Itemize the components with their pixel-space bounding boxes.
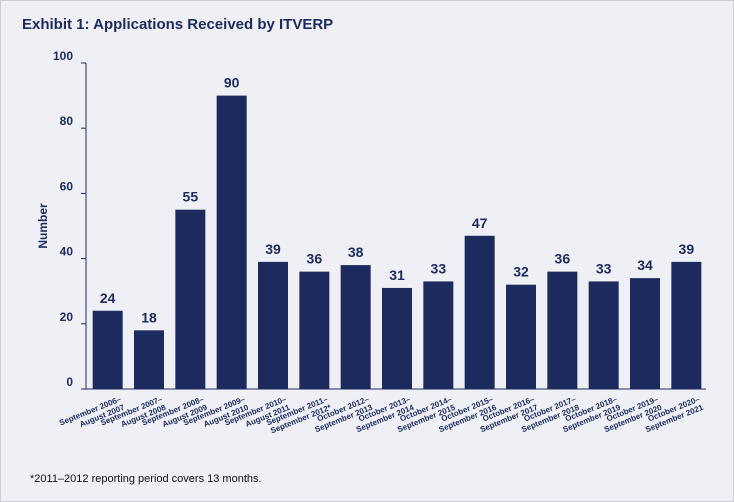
bar bbox=[630, 278, 660, 389]
data-label: 55 bbox=[183, 189, 199, 205]
bar bbox=[258, 261, 288, 389]
footnote: *2011–2012 reporting period covers 13 mo… bbox=[30, 473, 262, 485]
data-label: 33 bbox=[596, 260, 612, 276]
bar bbox=[423, 281, 454, 389]
y-tick-label: 60 bbox=[60, 179, 74, 193]
data-label: 24 bbox=[100, 290, 116, 306]
y-tick-label: 20 bbox=[60, 310, 74, 324]
data-label: 90 bbox=[224, 75, 240, 91]
data-label: 36 bbox=[307, 251, 323, 267]
data-label: 34 bbox=[637, 257, 653, 273]
chart-title: Exhibit 1: Applications Received by ITVE… bbox=[22, 16, 334, 33]
bar bbox=[92, 310, 123, 389]
data-label: 47 bbox=[472, 215, 488, 231]
bar bbox=[464, 235, 495, 389]
y-axis-label: Number bbox=[36, 203, 50, 249]
bar bbox=[216, 95, 247, 389]
bar bbox=[506, 284, 536, 389]
bar bbox=[340, 265, 371, 389]
data-label: 32 bbox=[513, 264, 529, 280]
data-label: 39 bbox=[679, 241, 695, 257]
bar bbox=[175, 209, 206, 389]
y-tick-label: 40 bbox=[60, 245, 74, 259]
data-label: 38 bbox=[348, 244, 364, 260]
data-label: 18 bbox=[141, 309, 157, 325]
bar bbox=[671, 261, 702, 389]
data-label: 39 bbox=[265, 241, 281, 257]
bar bbox=[134, 330, 164, 389]
data-label: 33 bbox=[431, 260, 447, 276]
data-label: 36 bbox=[555, 251, 571, 267]
y-tick-label: 80 bbox=[60, 114, 74, 128]
data-label: 31 bbox=[389, 267, 405, 283]
bar bbox=[547, 271, 578, 389]
bar bbox=[299, 271, 330, 389]
y-tick-label: 0 bbox=[66, 375, 73, 389]
y-tick-label: 100 bbox=[53, 49, 73, 63]
bar bbox=[382, 287, 412, 389]
bar bbox=[588, 281, 619, 389]
